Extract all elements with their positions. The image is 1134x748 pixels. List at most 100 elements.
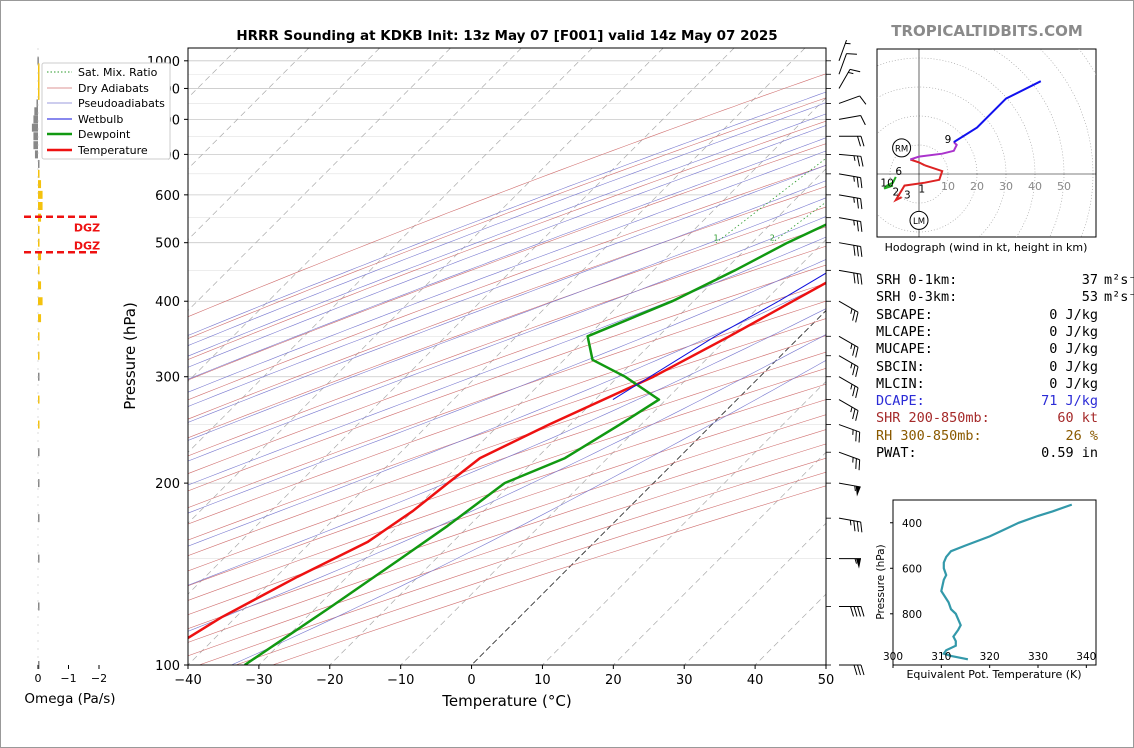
barb-full: [852, 408, 856, 420]
barb-half: [854, 485, 856, 492]
barb-half: [852, 429, 854, 435]
omega-bar: [38, 351, 40, 360]
omega-bar: [38, 77, 40, 86]
omega-bar: [38, 238, 40, 247]
isotherm-line: [329, 168, 826, 665]
barb-staff: [838, 399, 859, 411]
wind-barb: [838, 39, 851, 61]
omega-bar: [38, 266, 40, 275]
wind-barb: [838, 451, 861, 471]
barb-half: [853, 220, 855, 226]
omega-tick-label: −2: [91, 672, 107, 685]
mixing-ratio-line: [715, 157, 826, 244]
index-label: SHR 200-850mb:: [876, 410, 990, 427]
barb-full: [853, 272, 856, 284]
barb-staff: [838, 217, 861, 222]
barb-full: [858, 459, 861, 471]
index-unit: m²s⁻²: [1104, 272, 1134, 288]
hodo-height-label: 1: [919, 184, 926, 196]
wind-barb: [838, 517, 863, 533]
hodo-marker-label: LM: [913, 217, 925, 227]
barb-staff: [838, 173, 861, 179]
dry-adiabat: [188, 414, 826, 630]
barb-staff: [838, 269, 861, 275]
barb-full: [856, 197, 859, 209]
pseudoadiabat: [188, 137, 826, 380]
index-label: MLCAPE:: [876, 323, 933, 340]
dry-adiabat: [188, 318, 826, 541]
wind-barb: [838, 269, 863, 285]
dgz-label: DGZ: [74, 239, 100, 252]
dry-adiabat: [188, 283, 826, 509]
index-label: MLCIN:: [876, 375, 925, 392]
index-row: PWAT: 0.59 in: [876, 445, 1098, 461]
isotherm-line: [188, 48, 735, 595]
omega-bar: [38, 602, 40, 611]
barb-half: [849, 520, 852, 526]
index-value: 0 J/kg: [1049, 375, 1098, 392]
hodo-ring-label: 20: [970, 180, 984, 193]
omega-bar: [38, 448, 40, 457]
dry-adiabat: [188, 300, 826, 525]
theta-e-y-tick-label: 800: [902, 609, 922, 621]
barb-full: [860, 521, 863, 533]
isotherm-line: [188, 48, 522, 382]
barb-half: [854, 558, 857, 564]
barb-full: [855, 366, 859, 377]
omega-bar: [36, 99, 38, 108]
hodo-segment: [909, 158, 926, 167]
barb-full: [855, 347, 859, 358]
wind-barb: [839, 558, 861, 569]
x-tick-label: 40: [747, 673, 764, 688]
wind-barb: [838, 335, 859, 358]
index-label: SBCAPE:: [876, 306, 933, 323]
wind-barb: [838, 95, 867, 105]
barb-full: [849, 68, 861, 73]
barb-full: [860, 221, 863, 232]
theta-e-y-tick-label: 400: [902, 518, 922, 530]
hodo-height-label: 2: [892, 186, 899, 198]
brand-watermark: TROPICALTIDBITS.COM: [891, 22, 1083, 40]
isotherm-line: [188, 48, 310, 170]
x-tick-label: 10: [534, 673, 551, 688]
index-value: 37: [1081, 272, 1098, 288]
barb-full: [852, 385, 856, 397]
hodograph-frame: [876, 48, 1097, 238]
barb-full: [860, 156, 864, 167]
index-label: DCAPE:: [876, 393, 925, 410]
index-row: DCAPE: 71 J/kg: [876, 393, 1098, 409]
y-tick-label: 500: [155, 237, 180, 252]
temperature-line: [188, 281, 826, 640]
wind-barb: [838, 376, 859, 398]
dry-adiabat: [188, 97, 826, 339]
isotherm-line: [188, 48, 664, 524]
pseudoadiabat: [188, 308, 826, 586]
hodo-ring-label: 50: [1057, 180, 1071, 193]
omega-bar: [34, 150, 38, 159]
index-label: MUCAPE:: [876, 341, 933, 358]
barb-full: [852, 364, 856, 376]
pseudoadiabat: [188, 180, 826, 423]
barb-half: [850, 384, 853, 390]
barb-full: [856, 521, 859, 532]
omega-xlabel: Omega (Pa/s): [24, 691, 115, 707]
legend-pseudoadiabats: Pseudoadiabats: [78, 97, 165, 110]
wind-barb: [839, 135, 865, 147]
skewt-ticks: −40 −30 −20 −10 0 10 20 30 40 50 100 200 300 400 500 60…: [147, 55, 834, 688]
theta-e-x-tick-label: 300: [883, 651, 903, 663]
omega-bar: [38, 202, 43, 211]
pseudoadiabat: [188, 197, 826, 441]
barb-full: [853, 520, 856, 532]
wind-barb: [838, 217, 863, 232]
barb-full: [853, 664, 858, 676]
x-tick-label: −40: [174, 673, 201, 688]
x-tick-label: 50: [818, 673, 835, 688]
index-value: 0 J/kg: [1049, 323, 1098, 340]
index-label: SRH 0-1km:: [876, 272, 958, 288]
hodo-marker-circle: [909, 210, 929, 230]
barb-full: [855, 312, 859, 323]
omega-bar: [38, 159, 40, 168]
hodo-height-label: 9: [945, 134, 952, 146]
barb-staff: [838, 69, 851, 89]
omega-bar: [38, 169, 40, 178]
